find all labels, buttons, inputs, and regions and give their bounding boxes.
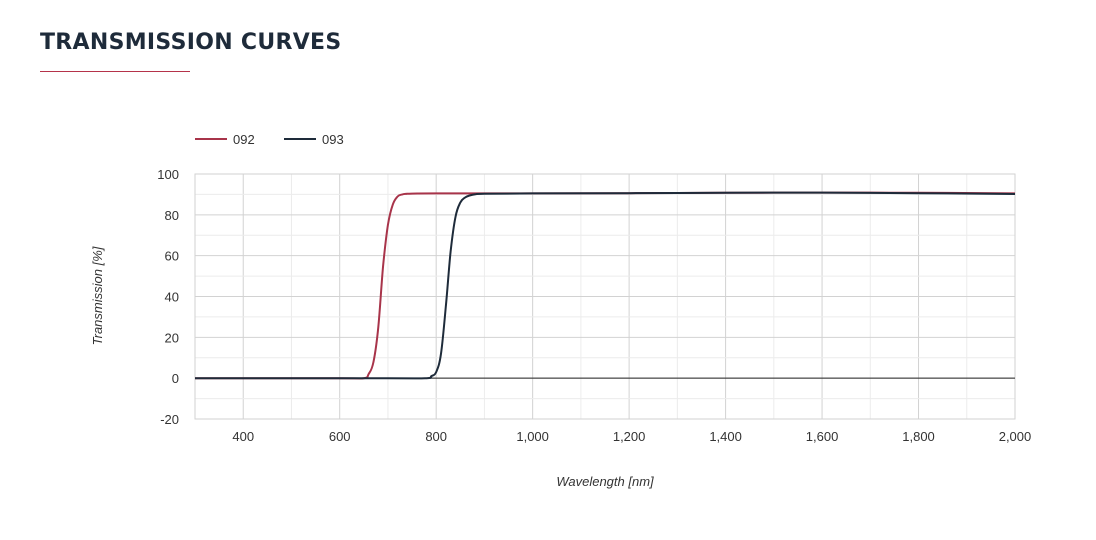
y-tick-label: 40 [165, 290, 179, 305]
legend-item-093[interactable]: 093 [284, 132, 344, 147]
x-axis-title: Wavelength [nm] [556, 474, 654, 489]
legend-label: 092 [233, 132, 255, 147]
plot-frame [194, 173, 1016, 420]
legend[interactable]: 092 093 [195, 132, 344, 147]
x-tick-label: 1,400 [709, 429, 742, 444]
y-tick-label: 20 [165, 330, 179, 345]
series-lines [194, 191, 1016, 380]
legend-label: 093 [322, 132, 344, 147]
x-tick-label: 800 [425, 429, 447, 444]
x-tick-label: 1,600 [806, 429, 839, 444]
series-line-093 [194, 191, 1016, 380]
y-tick-label: 80 [165, 208, 179, 223]
tick-labels: 400 600 800 1,000 1,200 1,400 1,600 1,800 2,000-… [157, 167, 1031, 444]
y-axis-title: Transmission [%] [90, 246, 105, 345]
x-tick-label: 600 [329, 429, 351, 444]
x-tick-label: 1,200 [613, 429, 646, 444]
legend-item-092[interactable]: 092 [195, 132, 255, 147]
page-title: TRANSMISSION CURVES [40, 30, 342, 55]
y-tick-label: 0 [172, 371, 179, 386]
y-tick-label: -20 [160, 412, 179, 427]
x-tick-label: 1,000 [516, 429, 549, 444]
grid [194, 173, 1016, 420]
title-underline [40, 71, 190, 72]
y-tick-label: 100 [157, 167, 179, 182]
x-tick-label: 1,800 [902, 429, 935, 444]
y-tick-label: 60 [165, 249, 179, 264]
x-tick-label: 400 [232, 429, 254, 444]
series-line-092 [194, 191, 1016, 380]
x-tick-label: 2,000 [999, 429, 1032, 444]
